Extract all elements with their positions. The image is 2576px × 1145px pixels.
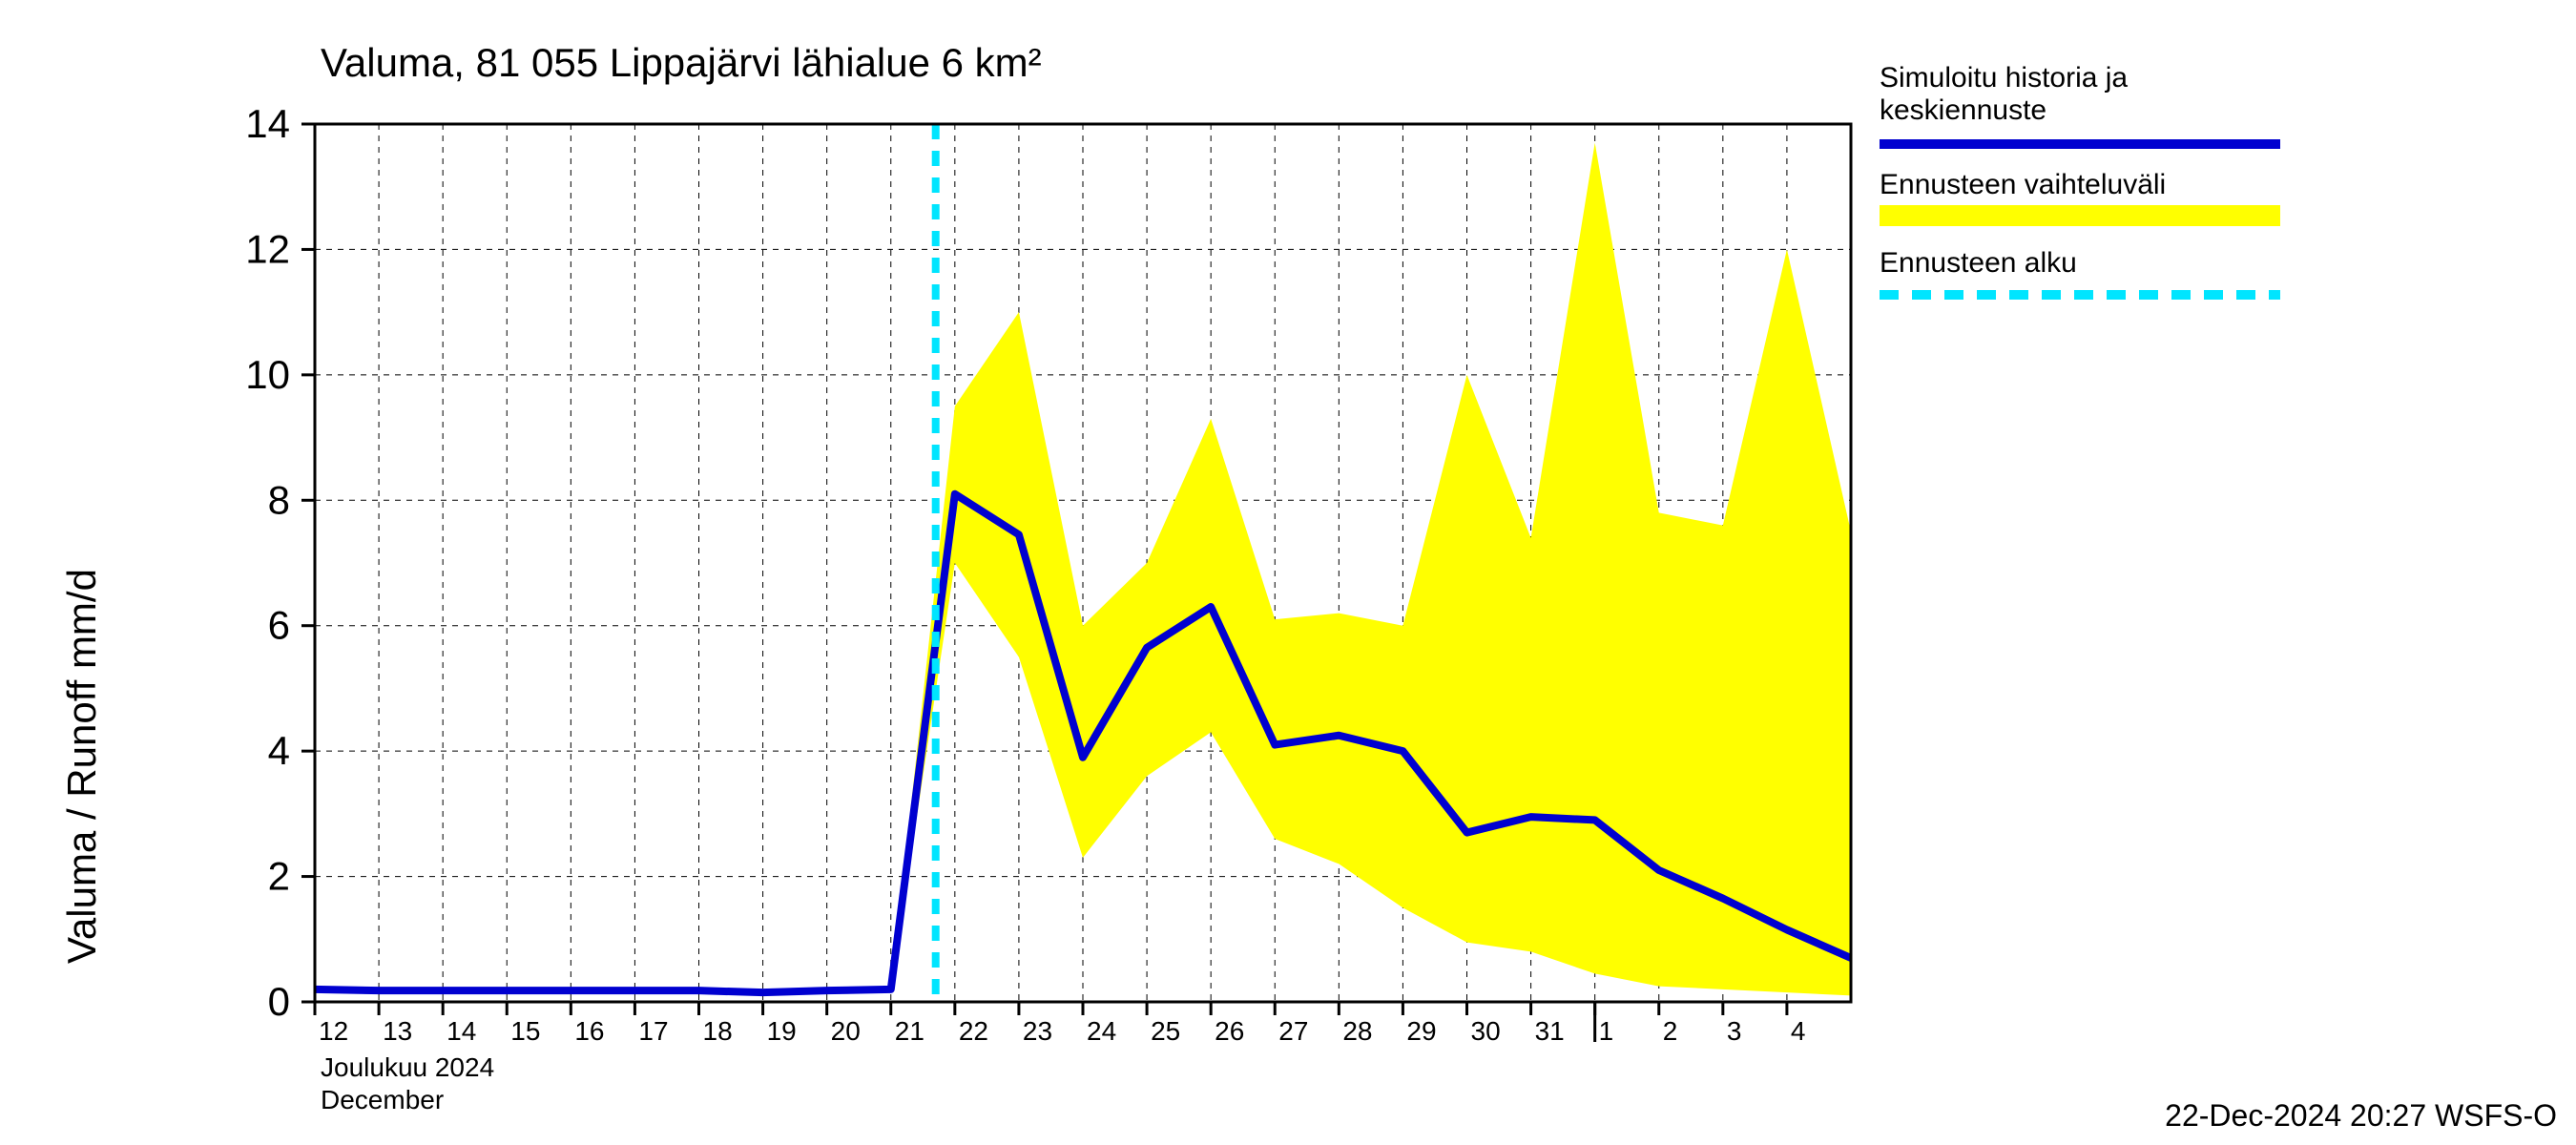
y-tick-label: 8	[268, 477, 290, 522]
y-tick-label: 2	[268, 854, 290, 899]
x-tick-label: 20	[831, 1016, 861, 1046]
legend-label-band: Ennusteen vaihteluväli	[1880, 169, 2166, 200]
y-axis-label: Valuma / Runoff mm/d	[59, 569, 104, 964]
x-tick-label: 23	[1023, 1016, 1052, 1046]
x-tick-label: 28	[1342, 1016, 1372, 1046]
x-tick-label: 17	[638, 1016, 668, 1046]
x-tick-label: 31	[1535, 1016, 1565, 1046]
y-tick-label: 10	[245, 352, 290, 397]
legend-label-central-1: Simuloitu historia ja	[1880, 62, 2128, 94]
x-tick-label: 13	[383, 1016, 412, 1046]
x-tick-label: 18	[703, 1016, 733, 1046]
legend-label-forecast-start: Ennusteen alku	[1880, 247, 2077, 279]
x-tick-label: 15	[510, 1016, 540, 1046]
legend-swatch-band	[1880, 205, 2280, 226]
month-label-fi: Joulukuu 2024	[321, 1052, 494, 1082]
x-tick-label: 22	[959, 1016, 988, 1046]
x-tick-label: 19	[767, 1016, 797, 1046]
x-tick-label: 29	[1406, 1016, 1436, 1046]
month-label-en: December	[321, 1085, 444, 1114]
legend-label-central-2: keskiennuste	[1880, 94, 2046, 126]
y-tick-label: 12	[245, 226, 290, 271]
x-tick-label: 26	[1215, 1016, 1244, 1046]
x-tick-label: 24	[1087, 1016, 1116, 1046]
x-tick-label: 4	[1791, 1016, 1806, 1046]
x-tick-label: 21	[895, 1016, 924, 1046]
y-tick-label: 4	[268, 728, 290, 773]
y-tick-label: 6	[268, 603, 290, 648]
x-tick-label: 16	[574, 1016, 604, 1046]
y-tick-label: 14	[245, 101, 290, 146]
x-tick-label: 3	[1727, 1016, 1742, 1046]
x-tick-label: 1	[1599, 1016, 1614, 1046]
x-tick-label: 30	[1471, 1016, 1501, 1046]
x-tick-label: 12	[319, 1016, 348, 1046]
x-tick-label: 27	[1278, 1016, 1308, 1046]
chart-title: Valuma, 81 055 Lippajärvi lähialue 6 km²	[321, 40, 1042, 85]
footer-timestamp: 22-Dec-2024 20:27 WSFS-O	[2165, 1098, 2557, 1133]
runoff-chart: 0246810121412131415161718192021222324252…	[0, 0, 2576, 1145]
x-tick-label: 14	[447, 1016, 476, 1046]
x-tick-label: 2	[1663, 1016, 1678, 1046]
y-tick-label: 0	[268, 979, 290, 1024]
chart-svg: 0246810121412131415161718192021222324252…	[0, 0, 2576, 1145]
x-tick-label: 25	[1151, 1016, 1180, 1046]
